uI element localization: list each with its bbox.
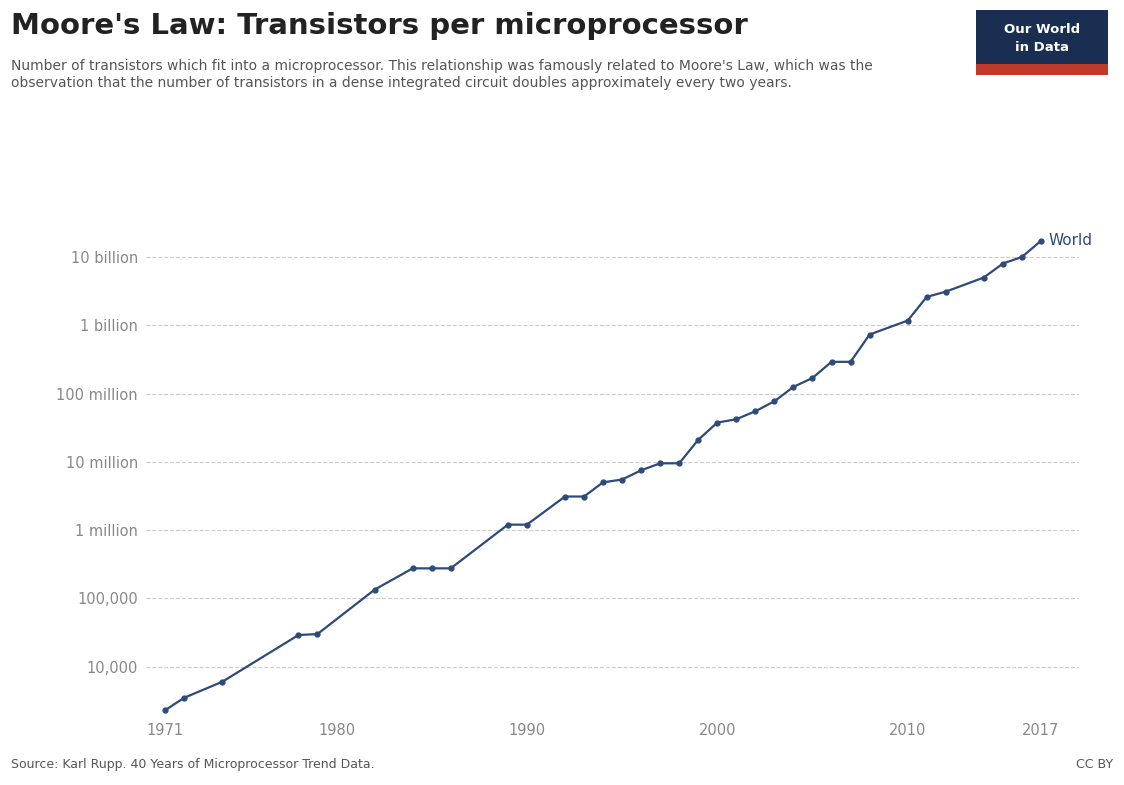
Text: in Data: in Data [1015,41,1069,54]
Bar [976,64,1108,75]
Text: Source: Karl Rupp. 40 Years of Microprocessor Trend Data.: Source: Karl Rupp. 40 Years of Microproc… [11,758,375,771]
Text: observation that the number of transistors in a dense integrated circuit doubles: observation that the number of transisto… [11,76,792,90]
Text: Moore's Law: Transistors per microprocessor: Moore's Law: Transistors per microproces… [11,12,747,40]
Bar [976,10,1108,64]
Text: Our World: Our World [1004,23,1080,36]
Text: CC BY: CC BY [1076,758,1113,771]
Text: Number of transistors which fit into a microprocessor. This relationship was fam: Number of transistors which fit into a m… [11,59,873,73]
Text: World: World [1049,233,1093,248]
